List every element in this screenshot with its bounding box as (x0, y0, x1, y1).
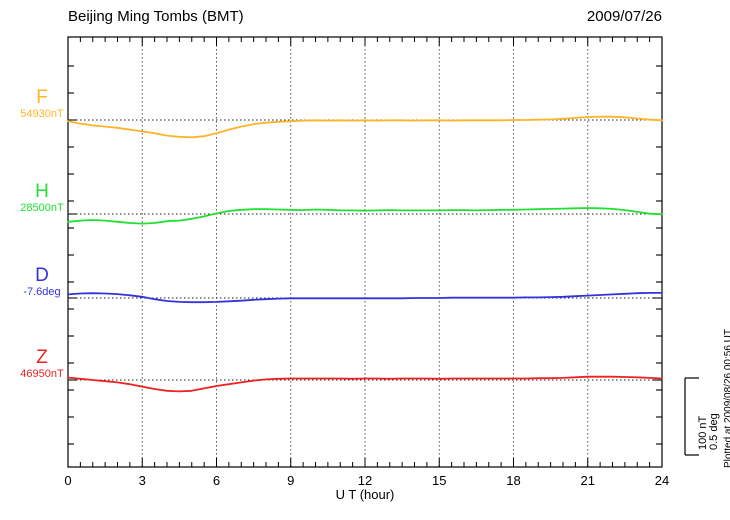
x-tick-label-6: 6 (213, 473, 220, 488)
component-baseline-d: -7.6deg (23, 285, 61, 298)
y-axis-ticks (68, 65, 662, 445)
component-label-h: H 28500nT (2, 182, 82, 214)
x-tick-label-15: 15 (432, 473, 446, 488)
x-tick-label-18: 18 (506, 473, 520, 488)
trace-D (67, 291, 663, 304)
trace-Z (67, 375, 663, 393)
x-tick-labels: 0 3 6 9 12 15 18 21 24 (64, 473, 669, 488)
x-tick-label-9: 9 (287, 473, 294, 488)
component-name-d: D (35, 265, 49, 286)
component-label-d: D -7.6deg (2, 266, 82, 298)
x-tick-label-21: 21 (581, 473, 595, 488)
trace-H (67, 207, 663, 225)
trace-F (67, 115, 663, 139)
x-tick-label-24: 24 (655, 473, 669, 488)
component-baseline-f: 54930nT (20, 107, 64, 120)
scalebar-deg-label: 0.5 deg (708, 413, 720, 450)
observation-date: 2009/07/26 (586, 8, 662, 25)
scale-bar (684, 377, 699, 456)
component-name-f: F (36, 87, 48, 108)
plotted-at-stamp: Plotted at 2009/08/26 00:56 UT (723, 329, 730, 468)
x-axis-label: U T (hour) (335, 487, 395, 502)
page-title: Beijing Ming Tombs (BMT) (68, 8, 244, 25)
component-label-z: Z 46950nT (2, 348, 82, 380)
x-tick-label-3: 3 (139, 473, 146, 488)
x-axis-ticks (67, 37, 663, 467)
component-name-z: Z (36, 347, 48, 368)
component-label-f: F 54930nT (2, 88, 82, 120)
vertical-gridlines (141, 37, 589, 467)
component-baseline-h: 28500nT (20, 201, 64, 214)
x-tick-label-12: 12 (358, 473, 372, 488)
component-baseline-z: 46950nT (20, 367, 64, 380)
x-tick-label-0: 0 (64, 473, 71, 488)
component-name-h: H (35, 181, 49, 202)
